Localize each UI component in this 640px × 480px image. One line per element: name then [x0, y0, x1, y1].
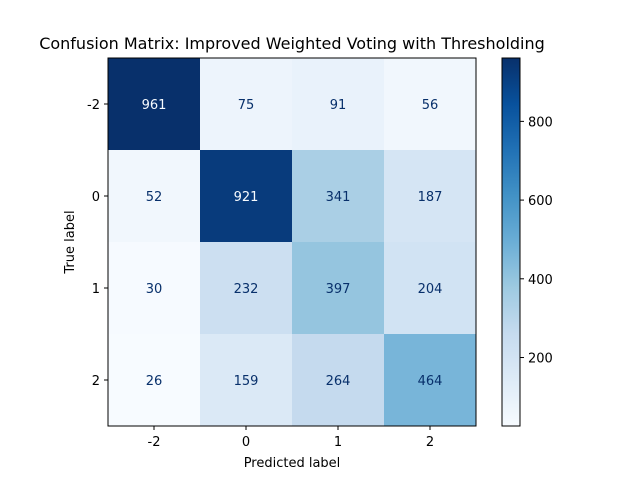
colorbar-ticks: 200 400 600 800	[520, 115, 553, 367]
x-tick-label: 2	[426, 435, 434, 450]
heatmap-cell	[384, 58, 477, 151]
heatmap-cell	[384, 242, 477, 335]
cell-value-label: 30	[146, 282, 163, 297]
heatmap-cell	[292, 58, 385, 151]
heatmap-cell	[384, 334, 477, 427]
x-tick-label: 1	[334, 435, 342, 450]
colorbar	[502, 58, 520, 426]
heatmap-cell	[200, 150, 293, 243]
heatmap-cell	[108, 58, 201, 151]
cell-value-label: 961	[142, 98, 167, 113]
heatmap-cell	[108, 334, 201, 427]
x-tick-label: -2	[148, 435, 161, 450]
heatmap-cell	[200, 58, 293, 151]
cell-value-label: 75	[238, 98, 255, 113]
heatmap-cell	[108, 242, 201, 335]
x-axis-ticks: -2 0 1 2	[148, 426, 434, 450]
cell-value-label: 187	[418, 190, 443, 205]
cell-value-label: 232	[234, 282, 259, 297]
cell-value-labels: 961 75 91 56 52 921 341 187 30 232 397 204 26 159 264 4…	[142, 98, 443, 389]
heatmap-cells	[108, 58, 477, 427]
cell-value-label: 91	[330, 98, 347, 113]
x-axis-label: Predicted label	[244, 456, 341, 471]
y-tick-label: -2	[87, 98, 100, 113]
cell-value-label: 264	[326, 374, 351, 389]
colorbar-tick-label: 200	[528, 352, 553, 367]
chart-title: Confusion Matrix: Improved Weighted Voti…	[39, 34, 545, 53]
cell-value-label: 56	[422, 98, 439, 113]
cell-value-label: 397	[326, 282, 351, 297]
cell-value-label: 464	[418, 374, 443, 389]
colorbar-frame	[501, 57, 521, 427]
heatmap-cell	[108, 150, 201, 243]
colorbar-tick-label: 600	[528, 194, 553, 209]
heatmap-cell	[200, 242, 293, 335]
heatmap-cell	[200, 334, 293, 427]
cell-value-label: 52	[146, 190, 163, 205]
heatmap-cell	[384, 150, 477, 243]
y-tick-label: 0	[92, 190, 100, 205]
heatmap-cell	[292, 150, 385, 243]
cell-value-label: 921	[234, 190, 259, 205]
colorbar-tick-label: 400	[528, 273, 553, 288]
cell-value-label: 341	[326, 190, 351, 205]
cell-value-label: 159	[234, 374, 259, 389]
y-tick-label: 1	[92, 282, 100, 297]
cell-value-label: 26	[146, 374, 163, 389]
y-tick-label: 2	[92, 374, 100, 389]
heatmap-cell	[292, 334, 385, 427]
cell-value-label: 204	[418, 282, 443, 297]
plot-frame	[107, 57, 477, 427]
heatmap-cell	[292, 242, 385, 335]
y-axis-ticks: -2 0 1 2	[87, 98, 108, 389]
colorbar-tick-label: 800	[528, 115, 553, 130]
x-tick-label: 0	[242, 435, 250, 450]
y-axis-label: True label	[63, 210, 78, 274]
